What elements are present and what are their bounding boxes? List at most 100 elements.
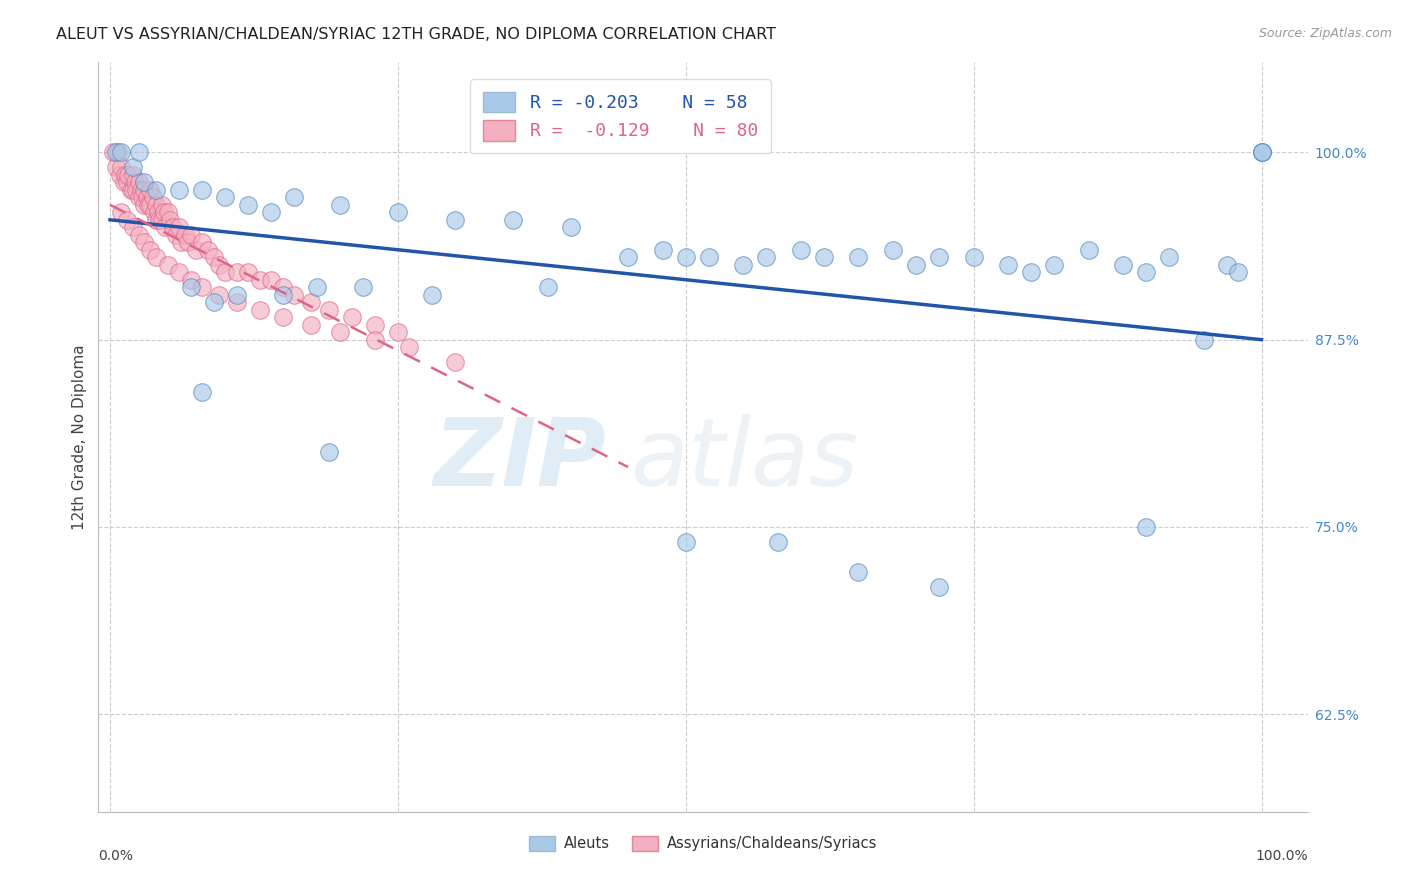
Point xyxy=(139,183,162,197)
Point xyxy=(142,205,165,219)
Point xyxy=(202,250,225,264)
Text: ZIP: ZIP xyxy=(433,414,606,506)
Point xyxy=(129,183,152,197)
Text: 0.0%: 0.0% xyxy=(98,849,134,863)
Point xyxy=(191,183,214,197)
Point xyxy=(128,145,150,160)
Point xyxy=(191,280,214,294)
Point xyxy=(208,287,231,301)
Text: atlas: atlas xyxy=(630,414,859,505)
Point xyxy=(145,183,167,197)
Point xyxy=(208,258,231,272)
Point xyxy=(145,212,167,227)
Point xyxy=(398,340,420,354)
Text: Source: ZipAtlas.com: Source: ZipAtlas.com xyxy=(1258,27,1392,40)
Point xyxy=(1112,258,1135,272)
Point xyxy=(1250,145,1272,160)
Point xyxy=(177,235,200,250)
Point xyxy=(180,227,202,242)
Point xyxy=(145,250,167,264)
Point xyxy=(928,580,950,594)
Point xyxy=(755,250,778,264)
Point xyxy=(131,190,153,204)
Point xyxy=(387,325,409,339)
Point xyxy=(260,273,283,287)
Point xyxy=(422,287,444,301)
Point xyxy=(301,318,323,332)
Point xyxy=(225,295,247,310)
Point xyxy=(122,183,145,197)
Point xyxy=(202,295,225,310)
Point xyxy=(136,198,159,212)
Point xyxy=(848,565,870,579)
Point xyxy=(139,243,162,257)
Point xyxy=(962,250,984,264)
Point xyxy=(318,445,340,459)
Point xyxy=(364,333,387,347)
Point xyxy=(1135,265,1157,279)
Point xyxy=(104,145,127,160)
Point xyxy=(1216,258,1239,272)
Point xyxy=(134,198,156,212)
Point xyxy=(191,235,214,250)
Point xyxy=(134,183,156,197)
Point xyxy=(214,190,236,204)
Point xyxy=(135,190,157,204)
Point xyxy=(260,205,283,219)
Point xyxy=(159,212,181,227)
Point xyxy=(905,258,928,272)
Point xyxy=(167,220,190,235)
Point xyxy=(145,198,167,212)
Point xyxy=(167,265,190,279)
Point xyxy=(115,212,138,227)
Point xyxy=(170,235,193,250)
Point xyxy=(117,168,139,182)
Point xyxy=(110,205,132,219)
Point xyxy=(675,250,697,264)
Point xyxy=(156,205,179,219)
Point xyxy=(134,235,156,250)
Point xyxy=(225,265,247,279)
Y-axis label: 12th Grade, No Diploma: 12th Grade, No Diploma xyxy=(72,344,87,530)
Point xyxy=(122,168,145,182)
Point xyxy=(352,280,374,294)
Point xyxy=(124,175,146,189)
Point xyxy=(1192,333,1215,347)
Point xyxy=(122,161,145,175)
Point xyxy=(186,243,208,257)
Point xyxy=(197,243,219,257)
Point xyxy=(236,198,259,212)
Point xyxy=(115,175,138,189)
Point xyxy=(167,183,190,197)
Point xyxy=(150,198,173,212)
Point xyxy=(180,280,202,294)
Point xyxy=(1250,145,1272,160)
Point xyxy=(502,212,524,227)
Point xyxy=(1227,265,1250,279)
Text: ALEUT VS ASSYRIAN/CHALDEAN/SYRIAC 12TH GRADE, NO DIPLOMA CORRELATION CHART: ALEUT VS ASSYRIAN/CHALDEAN/SYRIAC 12TH G… xyxy=(56,27,776,42)
Point xyxy=(104,161,127,175)
Point xyxy=(882,243,904,257)
Text: 100.0%: 100.0% xyxy=(1256,849,1308,863)
Point xyxy=(139,198,162,212)
Point xyxy=(103,145,125,160)
Point xyxy=(444,212,467,227)
Point xyxy=(1077,243,1099,257)
Point xyxy=(110,168,132,182)
Point xyxy=(150,212,173,227)
Point xyxy=(107,145,129,160)
Point xyxy=(536,280,558,294)
Point xyxy=(1250,145,1272,160)
Point xyxy=(141,190,163,204)
Point xyxy=(928,250,950,264)
Point xyxy=(225,287,247,301)
Point xyxy=(364,318,387,332)
Point xyxy=(675,535,697,549)
Point xyxy=(110,161,132,175)
Point xyxy=(1159,250,1181,264)
Point xyxy=(191,385,214,400)
Point xyxy=(307,280,329,294)
Point xyxy=(766,535,789,549)
Point xyxy=(128,227,150,242)
Point xyxy=(790,243,813,257)
